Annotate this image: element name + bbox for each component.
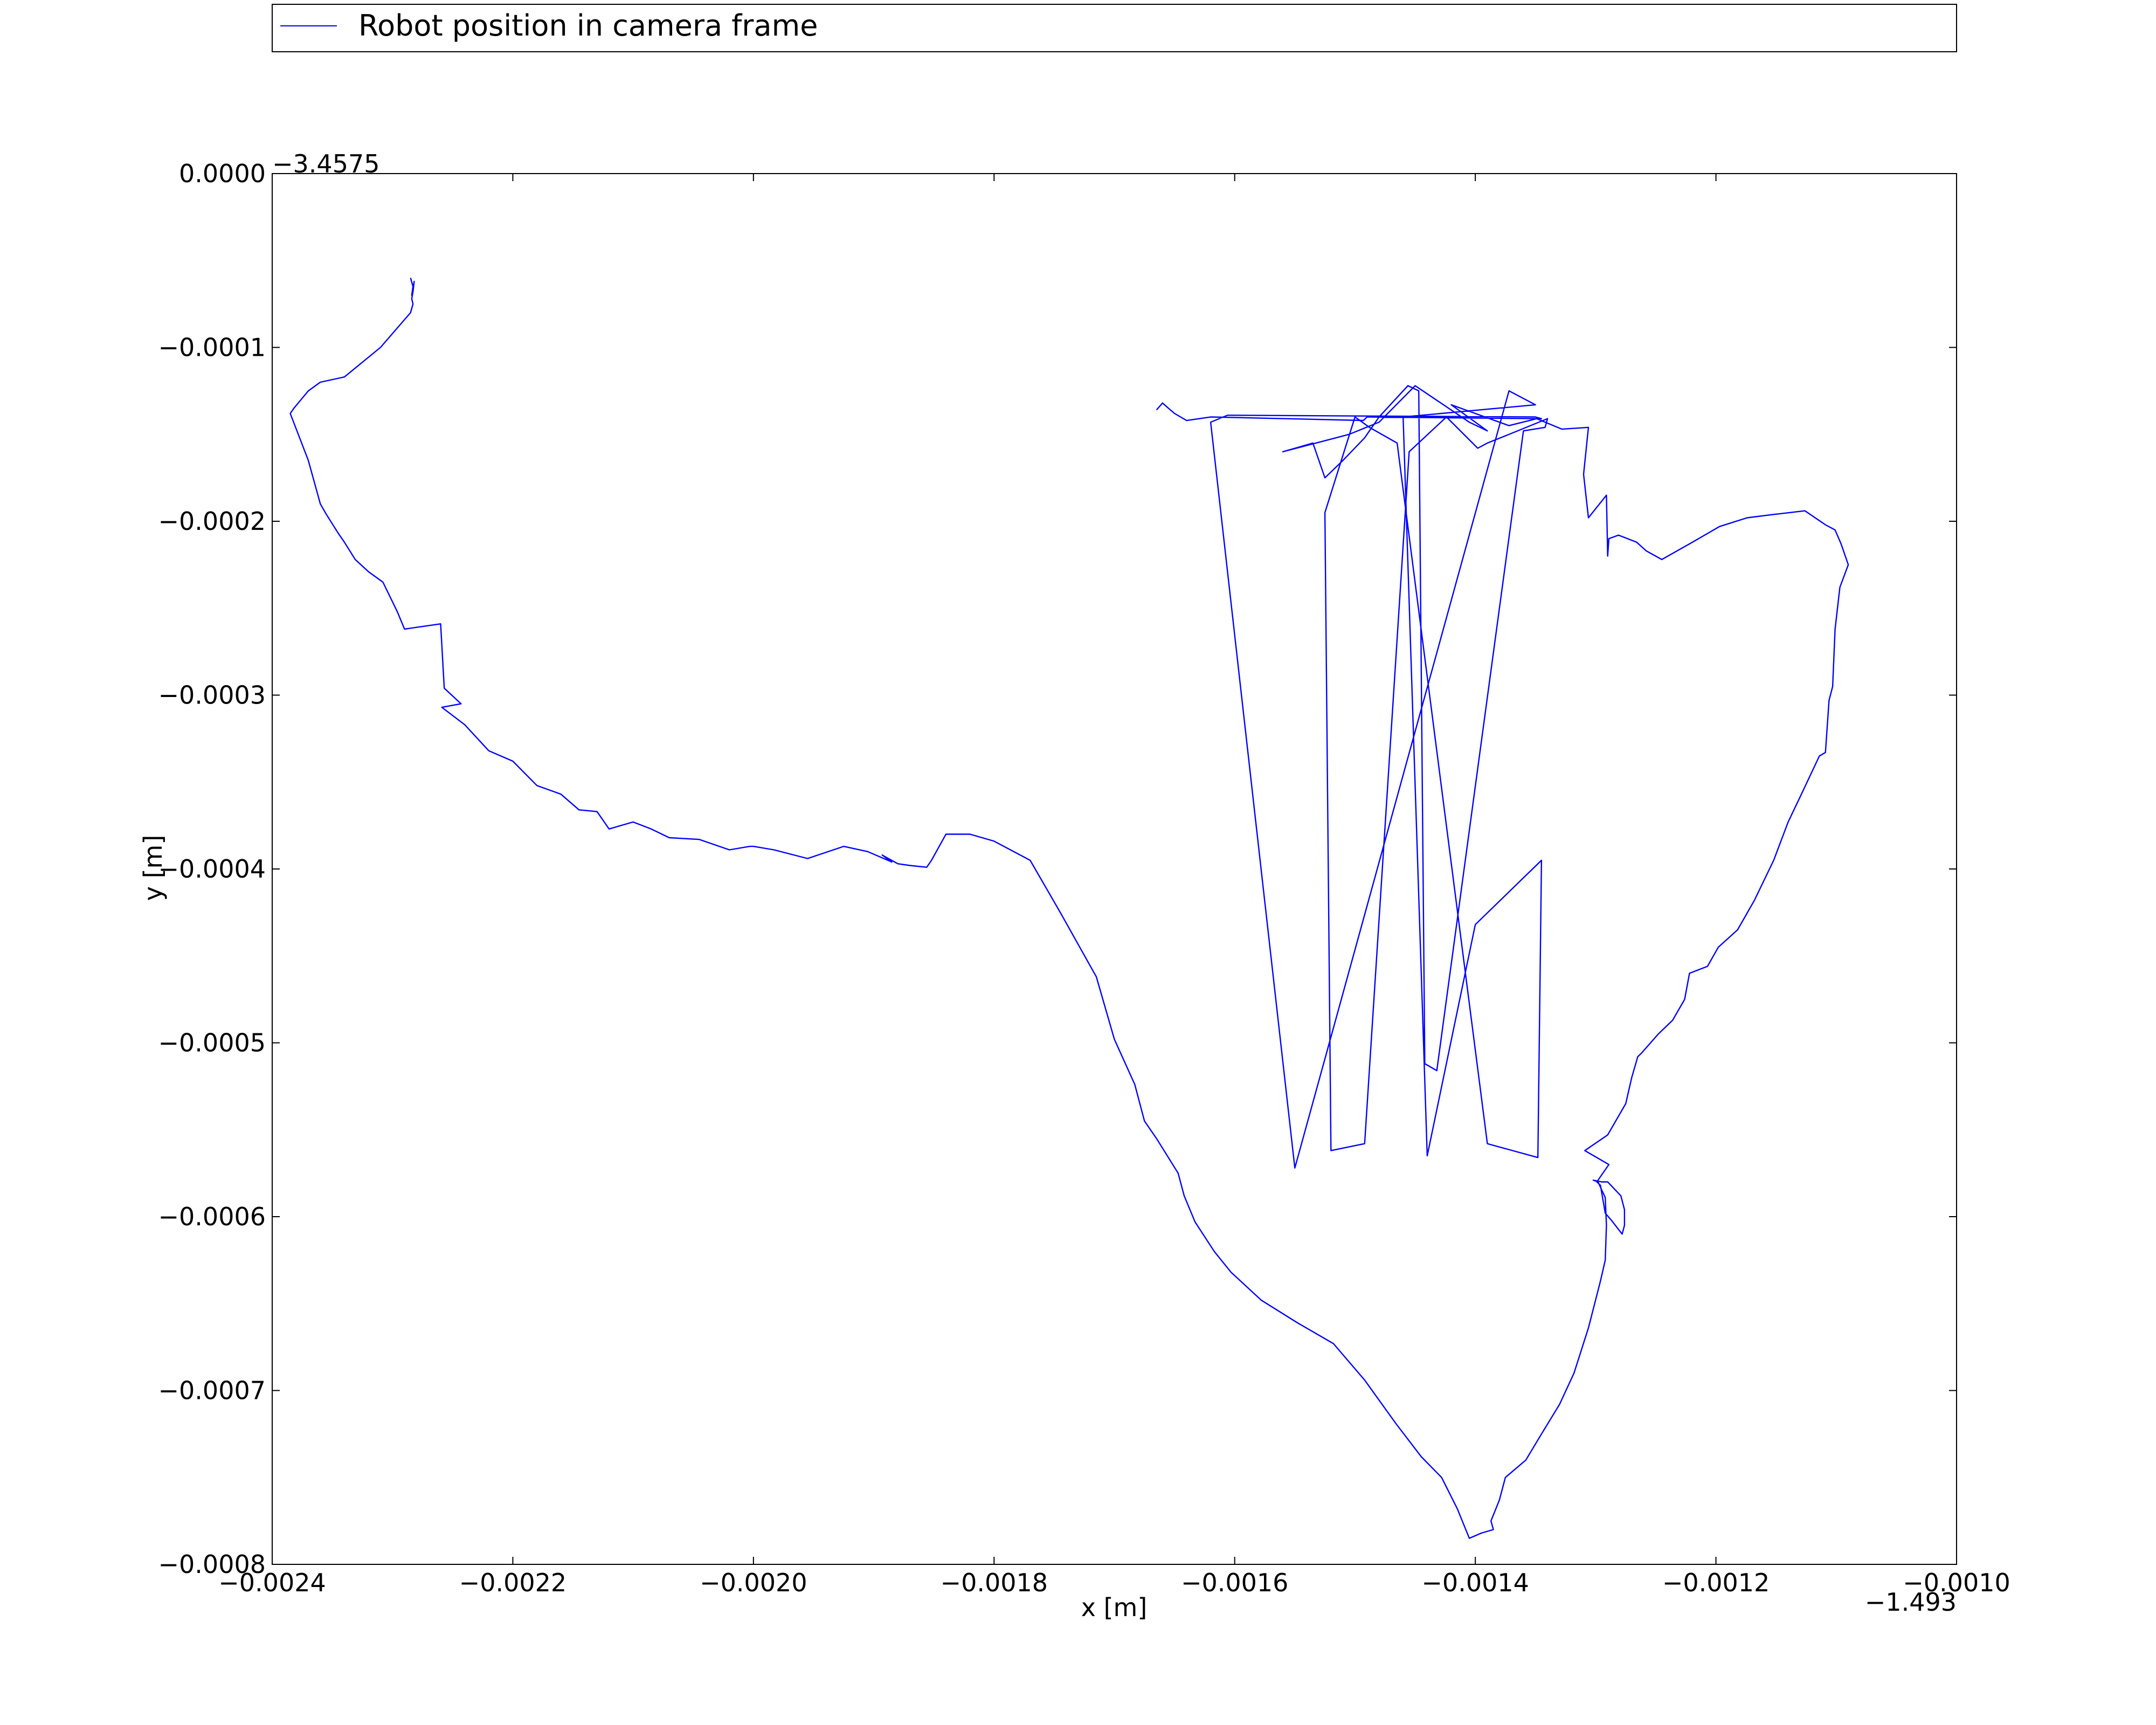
x-tick-label: −0.0022	[459, 1568, 567, 1597]
legend-label: Robot position in camera frame	[358, 9, 818, 43]
legend: Robot position in camera frame	[272, 4, 1957, 52]
axis-ticks: −0.0024 −0.0022 −0.0020 −0.0018 −0.0016 −0.00…	[158, 159, 2010, 1597]
x-tick-label: −0.0024	[218, 1568, 326, 1597]
y-tick-label: −0.0004	[158, 854, 266, 884]
x-offset-label: −1.493	[1865, 1588, 1957, 1617]
y-tick-label: −0.0001	[158, 333, 266, 362]
x-tick-label: −0.0010	[1903, 1568, 2010, 1597]
x-tick-label: −0.0016	[1181, 1568, 1289, 1597]
x-tick-label: −0.0020	[700, 1568, 807, 1597]
y-axis-label: y [m]	[139, 835, 168, 901]
series-line-robot-position	[289, 278, 1849, 1539]
series-layer	[289, 278, 1849, 1539]
legend-box	[272, 4, 1957, 52]
y-tick-label: 0.0000	[179, 159, 266, 188]
x-axis-label: x [m]	[1081, 1593, 1148, 1622]
x-tick-label: −0.0014	[1421, 1568, 1529, 1597]
y-tick-label: −0.0005	[158, 1029, 266, 1058]
x-tick-label: −0.0018	[941, 1568, 1048, 1597]
x-tick-label: −0.0012	[1662, 1568, 1770, 1597]
y-tick-label: −0.0006	[158, 1202, 266, 1231]
y-tick-label: −0.0008	[158, 1550, 266, 1579]
y-tick-label: −0.0002	[158, 507, 266, 536]
y-tick-label: −0.0007	[158, 1376, 266, 1405]
y-tick-label: −0.0003	[158, 681, 266, 710]
plot-frame	[272, 173, 1957, 1565]
